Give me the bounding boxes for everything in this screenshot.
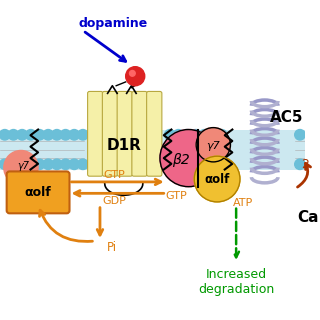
Text: dopamine: dopamine (78, 17, 147, 30)
Circle shape (190, 130, 201, 140)
FancyBboxPatch shape (88, 92, 103, 176)
Text: αolf: αolf (204, 173, 230, 187)
Circle shape (43, 130, 53, 140)
Circle shape (60, 130, 71, 140)
Text: γ7: γ7 (206, 141, 220, 151)
FancyBboxPatch shape (117, 92, 132, 176)
Text: αolf: αolf (25, 186, 52, 199)
Text: GTP: GTP (165, 191, 187, 201)
Circle shape (130, 70, 135, 76)
Circle shape (199, 130, 210, 140)
Text: Pi: Pi (107, 241, 117, 254)
Circle shape (78, 130, 88, 140)
Bar (0, 130, 305, 170)
FancyBboxPatch shape (102, 92, 117, 176)
Circle shape (164, 159, 175, 170)
Circle shape (196, 128, 230, 162)
Circle shape (8, 159, 19, 170)
Text: Ca: Ca (297, 210, 319, 225)
Text: D1R: D1R (106, 138, 141, 153)
FancyBboxPatch shape (132, 92, 147, 176)
Circle shape (0, 130, 10, 140)
Text: 2: 2 (301, 158, 309, 171)
Text: AC5: AC5 (269, 110, 303, 125)
Circle shape (194, 156, 240, 202)
Circle shape (52, 130, 62, 140)
Circle shape (208, 159, 218, 170)
Text: GDP: GDP (102, 196, 126, 206)
Circle shape (182, 159, 192, 170)
Circle shape (34, 130, 45, 140)
Text: β2: β2 (172, 153, 190, 167)
Text: ATP: ATP (233, 198, 253, 208)
Circle shape (78, 159, 88, 170)
Text: γ7: γ7 (17, 161, 29, 171)
Circle shape (69, 130, 79, 140)
Circle shape (160, 130, 217, 187)
Circle shape (217, 159, 227, 170)
Circle shape (52, 159, 62, 170)
Circle shape (4, 150, 38, 185)
Circle shape (164, 130, 175, 140)
Circle shape (295, 130, 305, 140)
Circle shape (43, 159, 53, 170)
Circle shape (17, 159, 28, 170)
FancyBboxPatch shape (147, 92, 162, 176)
Circle shape (17, 130, 28, 140)
Text: GTP: GTP (103, 170, 125, 180)
Text: Increased
degradation: Increased degradation (198, 268, 274, 296)
Circle shape (173, 130, 184, 140)
FancyBboxPatch shape (7, 172, 69, 213)
Circle shape (182, 130, 192, 140)
Circle shape (34, 159, 45, 170)
Circle shape (26, 130, 36, 140)
Circle shape (126, 67, 145, 86)
Circle shape (295, 159, 305, 170)
Circle shape (0, 159, 10, 170)
Circle shape (217, 130, 227, 140)
Circle shape (60, 159, 71, 170)
Circle shape (26, 159, 36, 170)
Circle shape (208, 130, 218, 140)
Circle shape (199, 159, 210, 170)
Circle shape (173, 159, 184, 170)
Circle shape (8, 130, 19, 140)
Circle shape (69, 159, 79, 170)
Circle shape (190, 159, 201, 170)
